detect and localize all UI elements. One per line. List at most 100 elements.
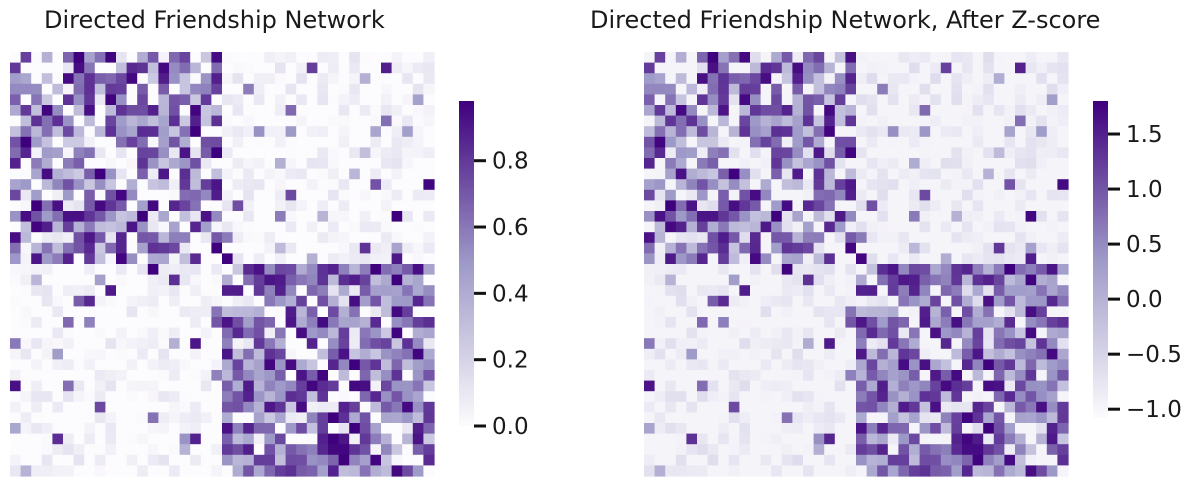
heatmap-cell [52, 52, 64, 64]
heatmap-cell [190, 126, 202, 138]
heatmap-cell [126, 115, 138, 127]
heatmap-cell [275, 454, 287, 466]
heatmap-cell [391, 83, 403, 95]
heatmap-cell [20, 423, 32, 435]
heatmap-cell [718, 264, 730, 276]
heatmap-cell [10, 306, 22, 318]
heatmap-cell [243, 221, 255, 233]
heatmap-cell [285, 221, 297, 233]
heatmap-cell [824, 401, 836, 413]
heatmap-cell [137, 454, 149, 466]
heatmap-cell [686, 264, 698, 276]
heatmap-cell [824, 359, 836, 371]
heatmap-cell [381, 189, 393, 201]
heatmap-cell [760, 105, 772, 117]
heatmap-cell [930, 242, 942, 254]
heatmap-cell [813, 221, 825, 233]
heatmap-cell [1046, 359, 1058, 371]
heatmap-cell [10, 211, 22, 223]
heatmap-cell [243, 136, 255, 148]
heatmap-cell [866, 105, 878, 117]
heatmap-cell [73, 94, 85, 106]
heatmap-cell [137, 253, 149, 265]
heatmap-cell [919, 232, 931, 244]
heatmap-cell [803, 401, 815, 413]
heatmap-cell [52, 380, 64, 392]
heatmap-cell [728, 221, 740, 233]
heatmap-cell [718, 401, 730, 413]
heatmap-cell [41, 306, 53, 318]
heatmap-cell [147, 105, 159, 117]
heatmap-cell [813, 423, 825, 435]
heatmap-cell [877, 168, 889, 180]
heatmap-cell [887, 274, 899, 286]
heatmap-cell [412, 147, 424, 159]
heatmap-cell [697, 295, 709, 307]
heatmap-cell [391, 412, 403, 424]
heatmap-cell [264, 359, 276, 371]
heatmap-cell [328, 158, 340, 170]
heatmap-cell [707, 126, 719, 138]
heatmap-cell [813, 158, 825, 170]
heatmap-cell [866, 200, 878, 212]
heatmap-cell [909, 401, 921, 413]
heatmap-cell [20, 62, 32, 74]
heatmap-cell [105, 147, 117, 159]
heatmap-cell [1015, 115, 1027, 127]
heatmap-cell [105, 94, 117, 106]
heatmap-cell [52, 274, 64, 286]
heatmap-cell [781, 370, 793, 382]
heatmap-cell [296, 327, 308, 339]
heatmap-cell [654, 232, 666, 244]
heatmap-cell [1046, 264, 1058, 276]
heatmap-cell [84, 444, 96, 456]
heatmap-cell [824, 380, 836, 392]
heatmap-cell [359, 158, 371, 170]
heatmap-cell [654, 338, 666, 350]
heatmap-cell [866, 264, 878, 276]
heatmap-cell [402, 370, 414, 382]
heatmap-cell [169, 412, 181, 424]
heatmap-cell [328, 94, 340, 106]
heatmap-cell [654, 317, 666, 329]
heatmap-cell [1025, 433, 1037, 445]
heatmap-cell [675, 189, 687, 201]
heatmap-cell [179, 168, 191, 180]
heatmap-cell [983, 391, 995, 403]
heatmap-cell [983, 433, 995, 445]
heatmap-cell [887, 179, 899, 191]
heatmap-cell [381, 83, 393, 95]
heatmap-cell [52, 147, 64, 159]
heatmap-cell [20, 211, 32, 223]
heatmap-cell [158, 423, 170, 435]
heatmap-cell [898, 253, 910, 265]
heatmap-cell [1015, 83, 1027, 95]
heatmap-cell [675, 221, 687, 233]
heatmap-cell [707, 380, 719, 392]
heatmap-cell [73, 423, 85, 435]
heatmap-cell [951, 147, 963, 159]
heatmap-cell [940, 168, 952, 180]
heatmap-cell [866, 444, 878, 456]
heatmap-cell [1046, 465, 1058, 477]
heatmap-cell [739, 253, 751, 265]
heatmap-cell [73, 253, 85, 265]
heatmap-cell [940, 359, 952, 371]
heatmap-cell [834, 444, 846, 456]
heatmap-cell [211, 433, 223, 445]
heatmap-cell [116, 274, 128, 286]
heatmap-cell [972, 94, 984, 106]
heatmap-cell [296, 147, 308, 159]
heatmap-cell [317, 105, 329, 117]
heatmap-cell [1025, 348, 1037, 360]
heatmap-cell [845, 295, 857, 307]
heatmap-cell [116, 264, 128, 276]
heatmap-cell [169, 221, 181, 233]
heatmap-cell [665, 401, 677, 413]
heatmap-cell [1025, 401, 1037, 413]
heatmap-cell [993, 465, 1005, 477]
heatmap-cell [1025, 189, 1037, 201]
heatmap-cell [1025, 221, 1037, 233]
heatmap-cell [211, 221, 223, 233]
heatmap-cell [31, 147, 43, 159]
